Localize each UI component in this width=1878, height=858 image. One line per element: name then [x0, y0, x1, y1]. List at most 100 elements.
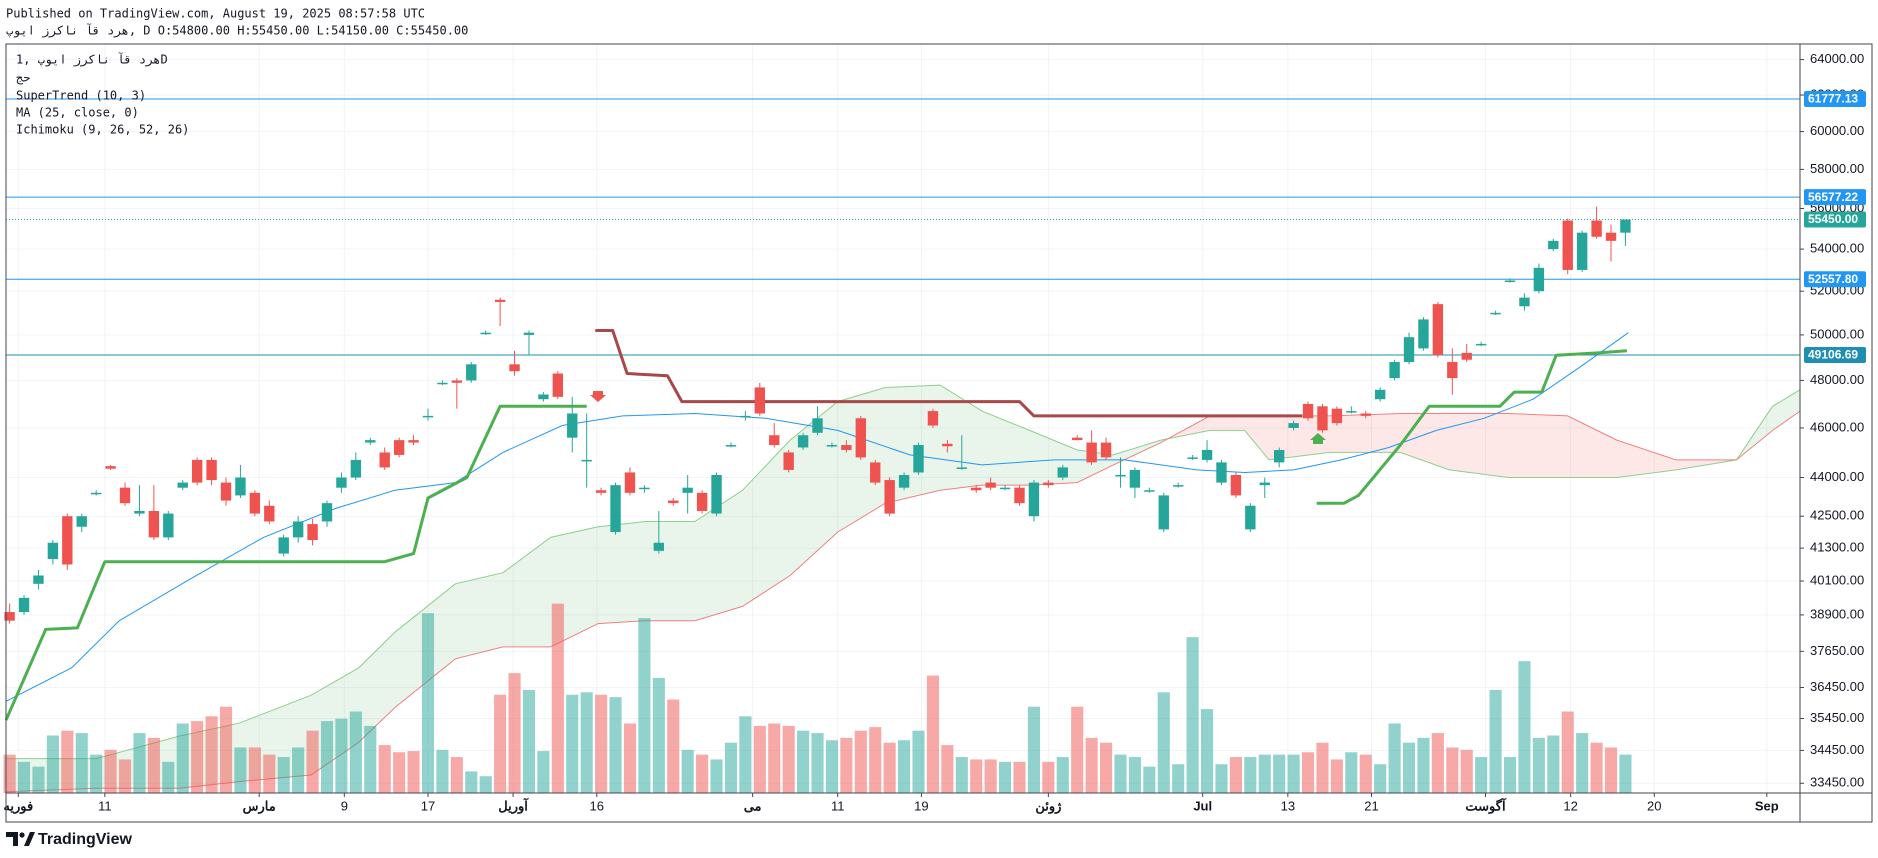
volume-bar	[1330, 759, 1343, 793]
volume-bar	[1186, 637, 1199, 793]
volume-bar	[1114, 754, 1127, 793]
x-tick-label: 12	[1563, 798, 1577, 813]
volume-bar	[1619, 754, 1632, 793]
volume-bar	[1446, 747, 1459, 793]
candle-body	[264, 505, 275, 522]
candle-body	[942, 443, 953, 447]
candle-body	[1100, 442, 1112, 458]
volume-bar	[1388, 723, 1401, 793]
candle-body	[624, 472, 636, 493]
candle-body	[797, 435, 809, 448]
cloud-fill	[1077, 450, 1114, 483]
candle-body	[278, 537, 289, 554]
ichimoku-span-b	[5, 410, 1801, 793]
volume-bar	[104, 749, 117, 793]
logo-mark	[6, 832, 18, 846]
volume-bar	[1056, 757, 1069, 793]
volume-bar	[465, 771, 478, 793]
volume-bar	[1157, 692, 1170, 793]
volume-bar	[1287, 754, 1300, 793]
candle-body	[379, 452, 390, 468]
volume-bar	[364, 725, 377, 793]
volume-bar	[1301, 752, 1315, 793]
candle-body	[1273, 449, 1285, 463]
candle-body	[538, 394, 549, 400]
sell-signal	[590, 391, 606, 402]
cloud-fill	[598, 521, 646, 624]
volume-bar	[3, 754, 16, 793]
candle-body	[1562, 220, 1573, 270]
candle-body	[451, 380, 463, 383]
candle-body	[1144, 490, 1155, 492]
candle-body	[1028, 482, 1040, 517]
candle-body	[595, 490, 607, 493]
candle-body	[1360, 413, 1371, 416]
candle-body	[1245, 505, 1256, 530]
candle-body	[206, 459, 217, 481]
candle-body	[841, 445, 852, 450]
legend-line: هرد قآ ناکرز ایوپ ,1D	[16, 52, 168, 68]
cloud-fill	[1772, 389, 1800, 431]
cloud-fill	[1113, 440, 1161, 465]
x-tick-label: 19	[914, 798, 928, 813]
price-label-box	[1804, 347, 1866, 364]
candle-body	[1403, 337, 1415, 363]
legend-line: MA (25, close, 0)	[16, 106, 139, 120]
candle-body	[33, 575, 44, 584]
volume-bar	[1417, 737, 1430, 793]
volume-bar	[17, 761, 31, 793]
volume-bar	[1345, 752, 1358, 793]
cloud-fill	[1567, 415, 1617, 478]
plot-layer	[3, 98, 1801, 793]
volume-bar	[436, 749, 449, 793]
legend-line: حج	[16, 71, 30, 85]
candle-body	[249, 492, 261, 514]
candle-body	[1346, 411, 1357, 413]
candle-body	[1432, 304, 1444, 356]
price-label: 52557.80	[1808, 272, 1858, 286]
candle-body	[235, 477, 246, 496]
cloud-fill	[694, 490, 743, 621]
candle-body	[393, 440, 405, 455]
candle-body	[552, 373, 564, 397]
volume-bar	[1359, 754, 1372, 793]
volume-bar	[753, 725, 766, 793]
cloud-fill	[1329, 413, 1401, 453]
candle-body	[1187, 457, 1198, 459]
candle-body	[826, 445, 838, 447]
y-tick-label: 48000.00	[1810, 372, 1864, 387]
volume-bar	[61, 730, 74, 793]
candle-body	[1475, 343, 1487, 346]
volume-bar	[248, 747, 261, 793]
volume-bar	[883, 742, 896, 793]
x-tick-label: 16	[590, 798, 604, 813]
candle-body	[985, 482, 996, 488]
candle-body	[884, 480, 895, 514]
candle-body	[1447, 362, 1458, 379]
logo-mark	[24, 832, 35, 846]
volume-bar	[407, 751, 420, 793]
y-tick-label: 50000.00	[1810, 326, 1864, 341]
volume-bar	[638, 618, 651, 793]
cloud-fill	[940, 385, 982, 491]
volume-bar	[133, 733, 146, 793]
candle-body	[177, 482, 188, 488]
volume-bar	[566, 694, 579, 793]
cloud-fill	[1616, 440, 1676, 478]
candle-body	[913, 445, 924, 473]
candle-body	[1504, 280, 1516, 283]
candle-body	[119, 487, 131, 504]
candle-body	[1461, 352, 1472, 360]
x-tick-label: Sep	[1755, 798, 1779, 813]
candle-body	[653, 542, 665, 551]
volume-bar	[1518, 661, 1531, 793]
brand: TradingView	[38, 831, 133, 848]
label-layer: 64000.0062000.0060000.0058000.0056000.00…	[3, 51, 1866, 814]
volume-bar	[840, 737, 853, 793]
y-tick-label: 38900.00	[1810, 606, 1864, 621]
x-tick-label: 13	[1281, 798, 1295, 813]
volume-bar	[797, 730, 810, 793]
y-tick-label: 41300.00	[1810, 540, 1864, 555]
cloud-fill	[503, 537, 551, 647]
